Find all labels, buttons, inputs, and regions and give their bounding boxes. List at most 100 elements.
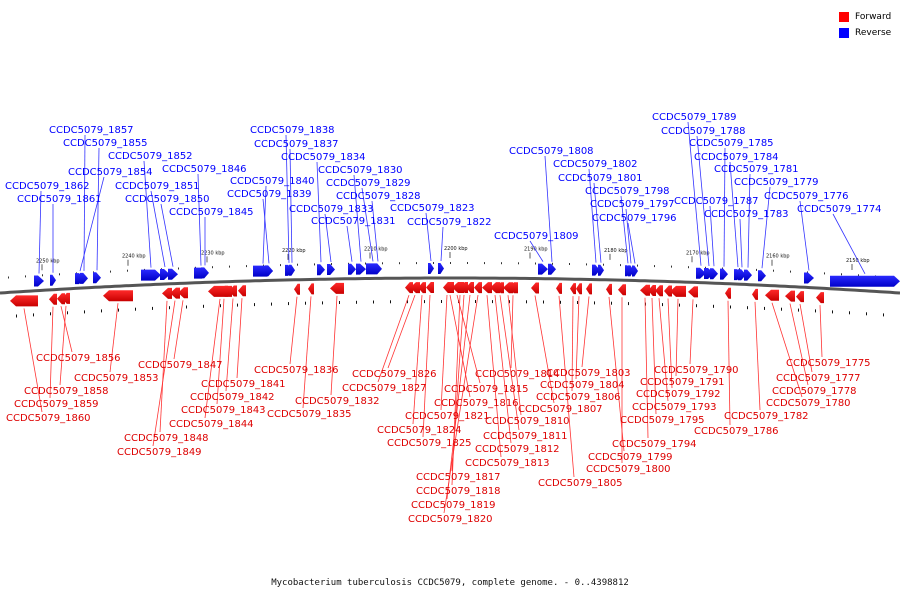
forward-leader-line [644,297,649,439]
forward-swatch [839,12,849,22]
minor-tick-upper [229,265,230,268]
reverse-leader-line [361,187,374,262]
reverse-gene-arrow [348,263,356,275]
forward-gene-label: CCDC5079_1813 [465,458,550,469]
forward-leader-line [571,296,574,392]
minor-tick-lower [475,300,476,303]
minor-tick-lower [390,300,391,304]
forward-gene-arrow [570,283,576,295]
leader-lines [23,121,866,514]
reverse-gene-label: CCDC5079_1861 [17,194,102,205]
forward-gene-label: CCDC5079_1820 [408,514,493,525]
forward-leader-line [173,300,184,360]
minor-tick-upper [654,265,655,268]
reverse-leader-line [747,173,751,268]
reverse-gene-label: CCDC5079_1822 [407,217,492,228]
forward-gene-arrow [816,292,824,304]
minor-tick-lower [305,301,306,305]
reverse-leader-line [96,147,100,271]
forward-gene-arrow [474,282,482,294]
forward-leader-line [412,295,423,425]
reverse-leader-line [625,208,632,264]
forward-gene-arrow [418,282,426,294]
forward-leader-line [152,300,176,447]
forward-gene-label: CCDC5079_1804 [540,380,625,391]
minor-tick-upper [365,262,366,265]
reverse-leader-line [324,213,332,263]
forward-gene-label: CCDC5079_1821 [405,411,490,422]
forward-leader-line [789,303,809,386]
scale-tick-label: 2240 kbp [122,254,146,260]
reverse-gene-arrow [758,270,766,282]
reverse-gene-arrow [538,263,548,275]
reverse-gene-arrow [50,274,56,286]
forward-leader-line [216,298,225,405]
reverse-leader-line [761,186,771,269]
forward-gene-label: CCDC5079_1815 [444,384,529,395]
minor-tick-upper [552,262,553,265]
reverse-gene-arrow [592,264,600,276]
reverse-leader-line [197,173,202,266]
minor-tick-upper [637,264,638,267]
minor-tick-lower [628,302,629,306]
reverse-gene-arrow [141,269,161,281]
reverse-leader-line [83,134,86,271]
forward-gene-label: CCDC5079_1795 [620,415,705,426]
scale-tick-label: 2160 kbp [766,254,790,260]
forward-gene-label: CCDC5079_1819 [411,500,496,511]
forward-leader-line [581,296,590,368]
minor-tick-upper [705,266,706,269]
minor-tick-upper [467,262,468,264]
forward-leader-line [456,294,481,384]
legend-item-forward: Forward [839,9,891,25]
forward-leader-line [608,296,625,452]
forward-gene-arrow [576,283,582,295]
minor-tick-lower [169,306,170,310]
forward-leader-line [651,297,657,415]
minor-tick-lower [509,300,510,304]
reverse-gene-arrow [438,263,444,274]
reverse-gene-label: CCDC5079_1857 [49,125,134,136]
reverse-gene-arrow [632,265,638,277]
reverse-leader-line [160,203,174,267]
reverse-gene-label: CCDC5079_1834 [281,152,366,163]
forward-gene-arrow [208,285,232,297]
forward-gene-arrow [664,285,672,297]
reverse-gene-label: CCDC5079_1840 [230,176,315,187]
minor-tick-upper [212,266,213,269]
forward-gene-arrow [490,282,500,294]
reverse-gene-label: CCDC5079_1830 [318,165,403,176]
reverse-leader-line [262,198,270,264]
reverse-gene-label: CCDC5079_1855 [63,138,148,149]
forward-leader-line [667,298,673,389]
reverse-gene-label: CCDC5079_1779 [734,177,819,188]
forward-leader-line [754,301,761,411]
forward-leader-line [204,298,221,419]
minor-tick-lower [594,301,595,305]
reverse-gene-label: CCDC5079_1808 [509,146,594,157]
reverse-gene-label: CCDC5079_1846 [162,164,247,175]
forward-gene-arrow [503,282,513,294]
forward-gene-label: CCDC5079_1778 [772,386,857,397]
forward-leader-line [658,298,669,402]
scale-tick-label: 2210 kbp [364,247,388,253]
forward-leader-line [727,300,731,426]
minor-tick-lower [67,311,68,315]
legend: Forward Reverse [839,9,891,41]
reverse-gene-arrow [744,269,752,281]
reverse-gene-arrow [374,263,382,275]
forward-gene-label: CCDC5079_1811 [483,431,568,442]
minor-tick-lower [118,308,119,312]
forward-gene-label: CCDC5079_1777 [776,373,861,384]
forward-gene-label: CCDC5079_1780 [766,398,851,409]
forward-leader-line [49,306,54,399]
forward-leader-line [443,295,479,514]
forward-gene-label: CCDC5079_1825 [387,438,472,449]
minor-tick-upper [603,263,604,266]
forward-gene-label: CCDC5079_1835 [267,409,352,420]
forward-gene-arrow [648,285,656,296]
minor-tick-lower [84,310,85,314]
forward-gene-arrow [49,293,57,305]
forward-gene-arrow [330,282,344,294]
forward-gene-arrow [586,283,592,295]
